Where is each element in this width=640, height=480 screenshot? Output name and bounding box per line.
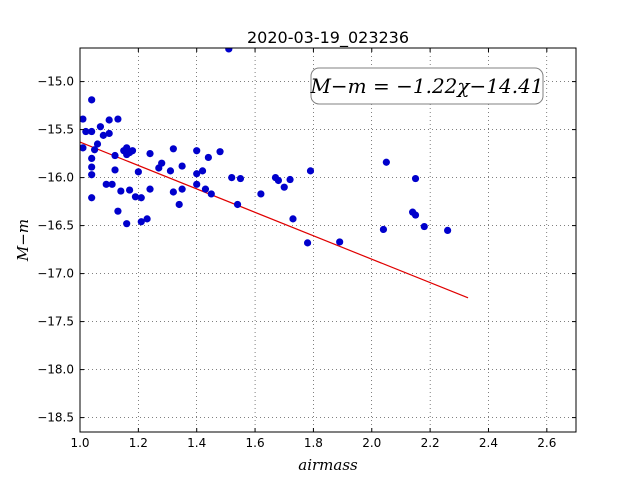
x-tick-label: 1.2 [129, 436, 148, 450]
data-point [80, 115, 87, 123]
y-tick-label: −17.5 [37, 315, 74, 329]
data-point [126, 186, 134, 194]
x-tick-label: 1.8 [304, 436, 323, 450]
data-point [146, 150, 154, 158]
data-point [336, 238, 344, 246]
data-point [178, 162, 186, 170]
data-point [114, 207, 122, 215]
data-point [175, 200, 183, 209]
data-point [411, 174, 420, 183]
data-point [233, 200, 242, 209]
plot-frame [79, 47, 577, 433]
x-tick-label: 2.0 [362, 436, 381, 450]
data-point [257, 190, 265, 198]
data-point [114, 115, 122, 123]
y-tick-label: −15.5 [37, 123, 74, 137]
data-point [137, 218, 145, 226]
fit-line [79, 141, 469, 299]
data-point [193, 170, 201, 178]
y-tick-label: −16.5 [37, 219, 74, 233]
y-tick-label: −16.0 [37, 171, 74, 185]
data-point [420, 222, 428, 231]
x-tick-label: 2.4 [479, 436, 498, 450]
data-point [111, 166, 119, 174]
data-point [178, 185, 186, 193]
data-point [96, 123, 105, 131]
y-tick-label: −18.5 [37, 411, 74, 425]
data-point [99, 131, 107, 139]
data-point [382, 158, 390, 166]
data-point [216, 148, 224, 156]
data-point [102, 180, 110, 188]
data-point [207, 190, 215, 198]
data-point [274, 176, 282, 185]
data-point [146, 185, 154, 193]
data-point [117, 187, 125, 195]
data-point [158, 159, 166, 167]
x-axis-label: airmass [298, 456, 358, 474]
data-point [88, 163, 96, 171]
data-point [303, 239, 312, 247]
axis-ticks: 1.0 1.2 1.4 1.6 1.8 2.0 2.2 2.4 2.6 −15.0 −15.5 −16… [37, 48, 576, 450]
data-point [82, 127, 90, 136]
data-point [289, 215, 297, 223]
x-tick-label: 1.0 [70, 436, 89, 450]
data-point [193, 147, 201, 155]
data-point [123, 220, 131, 228]
data-point [444, 226, 452, 234]
data-point [134, 168, 142, 176]
fit-line-group [79, 141, 469, 299]
data-point [225, 48, 233, 53]
data-point [411, 211, 420, 219]
y-tick-label: −15.0 [37, 75, 74, 89]
x-tick-label: 2.6 [537, 436, 556, 450]
data-point [88, 171, 96, 179]
data-point [137, 194, 145, 202]
x-tick-label: 2.2 [421, 436, 440, 450]
x-tick-label: 1.4 [187, 436, 206, 450]
plot-area-background [80, 48, 576, 432]
data-point [379, 225, 388, 234]
data-point [198, 167, 207, 175]
y-axis-label: M−m [14, 219, 32, 262]
data-point [193, 180, 201, 188]
data-point [166, 167, 175, 175]
data-point [143, 215, 151, 223]
data-point [131, 193, 140, 201]
data-point [90, 146, 99, 154]
data-point [88, 154, 96, 162]
data-point [236, 174, 245, 183]
data-point [88, 194, 96, 202]
data-point [204, 153, 212, 162]
data-point [169, 188, 177, 196]
data-point [286, 175, 294, 184]
y-tick-label: −17.0 [37, 267, 74, 281]
fit-equation-text: M−m = −1.22χ−14.41 [309, 74, 543, 98]
data-point [201, 185, 210, 193]
data-point [228, 174, 236, 182]
data-point [111, 151, 119, 160]
data-point [169, 145, 177, 153]
x-tick-label: 1.6 [246, 436, 265, 450]
data-point [306, 167, 315, 175]
data-point [128, 147, 137, 155]
fit-equation-box: M−m = −1.22χ−14.41 [309, 67, 544, 105]
data-point [88, 127, 96, 136]
data-point [105, 129, 113, 138]
data-points [80, 48, 452, 247]
data-point [88, 96, 96, 104]
data-point [105, 116, 113, 124]
data-point [80, 144, 87, 152]
fit-equation-frame [310, 67, 544, 105]
chart-title: 2020-03-19_023236 [247, 28, 409, 48]
data-point [93, 140, 102, 148]
y-tick-label: −18.0 [37, 363, 74, 377]
data-point [108, 180, 116, 188]
data-point [280, 183, 288, 191]
